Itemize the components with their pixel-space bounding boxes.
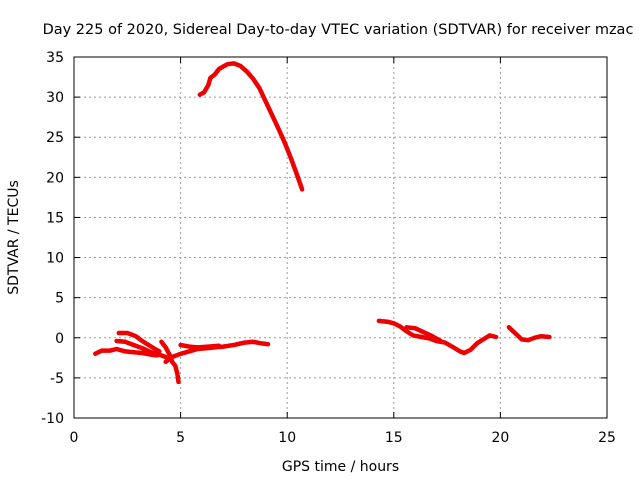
x-tick-label: 25 bbox=[598, 430, 616, 446]
x-tick-label: 20 bbox=[491, 430, 509, 446]
x-tick-label: 0 bbox=[70, 430, 79, 446]
series-arc-10 bbox=[506, 325, 552, 343]
y-tick-label: -10 bbox=[41, 411, 64, 427]
series-arc-1 bbox=[93, 346, 160, 358]
axis-ticks: 0 5 10 15 20 25 -10 -5 0 5 10 15 20 25 30 35 bbox=[41, 50, 616, 446]
y-tick-label: 35 bbox=[46, 50, 64, 66]
y-tick-label: -5 bbox=[50, 371, 64, 387]
y-tick-label: 15 bbox=[46, 210, 64, 226]
plot-frame bbox=[73, 56, 608, 419]
gridlines bbox=[74, 57, 607, 418]
y-axis-label: SDTVAR / TECUs bbox=[6, 180, 22, 295]
series-arc-9 bbox=[404, 325, 443, 344]
x-tick-label: 5 bbox=[176, 430, 185, 446]
series-arc-4 bbox=[159, 339, 181, 385]
series-arc-6 bbox=[178, 342, 222, 350]
y-tick-label: 20 bbox=[46, 170, 64, 186]
chart-title: Day 225 of 2020, Sidereal Day-to-day VTE… bbox=[43, 22, 634, 38]
y-tick-label: 5 bbox=[55, 291, 64, 307]
y-tick-label: 10 bbox=[46, 251, 64, 267]
y-tick-label: 25 bbox=[46, 130, 64, 146]
y-tick-label: 0 bbox=[55, 331, 64, 347]
data-series bbox=[93, 61, 552, 385]
x-axis-label: GPS time / hours bbox=[282, 459, 399, 475]
x-tick-label: 10 bbox=[278, 430, 296, 446]
y-tick-label: 30 bbox=[46, 90, 64, 106]
x-tick-label: 15 bbox=[385, 430, 403, 446]
series-arc-2 bbox=[116, 330, 162, 354]
series-arc-7 bbox=[197, 61, 305, 192]
series-arc-3 bbox=[114, 338, 168, 360]
